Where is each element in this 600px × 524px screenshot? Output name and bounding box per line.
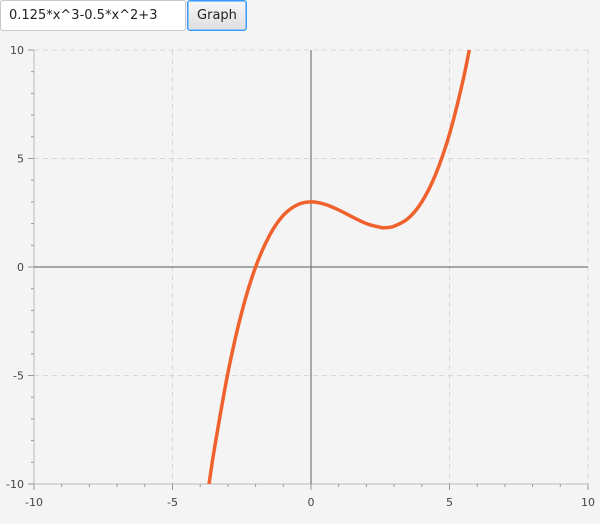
- y-tick-label: 0: [17, 261, 24, 274]
- y-tick-label: -5: [13, 370, 24, 383]
- x-tick-label: -10: [25, 496, 43, 509]
- x-tick-label: 5: [446, 496, 453, 509]
- y-tick-label: 10: [10, 44, 24, 57]
- y-tick-label: 5: [17, 153, 24, 166]
- expression-input[interactable]: [0, 0, 186, 31]
- toolbar: Graph: [0, 0, 600, 34]
- function-plot: -10 -5 0 5 10 -10 -5 0 5 10: [6, 44, 595, 509]
- x-tick-label: 10: [581, 496, 595, 509]
- y-tick-label: -10: [6, 478, 24, 491]
- x-tick-label: 0: [308, 496, 315, 509]
- graph-button[interactable]: Graph: [187, 0, 247, 31]
- x-tick-label: -5: [167, 496, 178, 509]
- chart-area: -10 -5 0 5 10 -10 -5 0 5 10: [0, 40, 600, 520]
- function-curve: [207, 50, 472, 484]
